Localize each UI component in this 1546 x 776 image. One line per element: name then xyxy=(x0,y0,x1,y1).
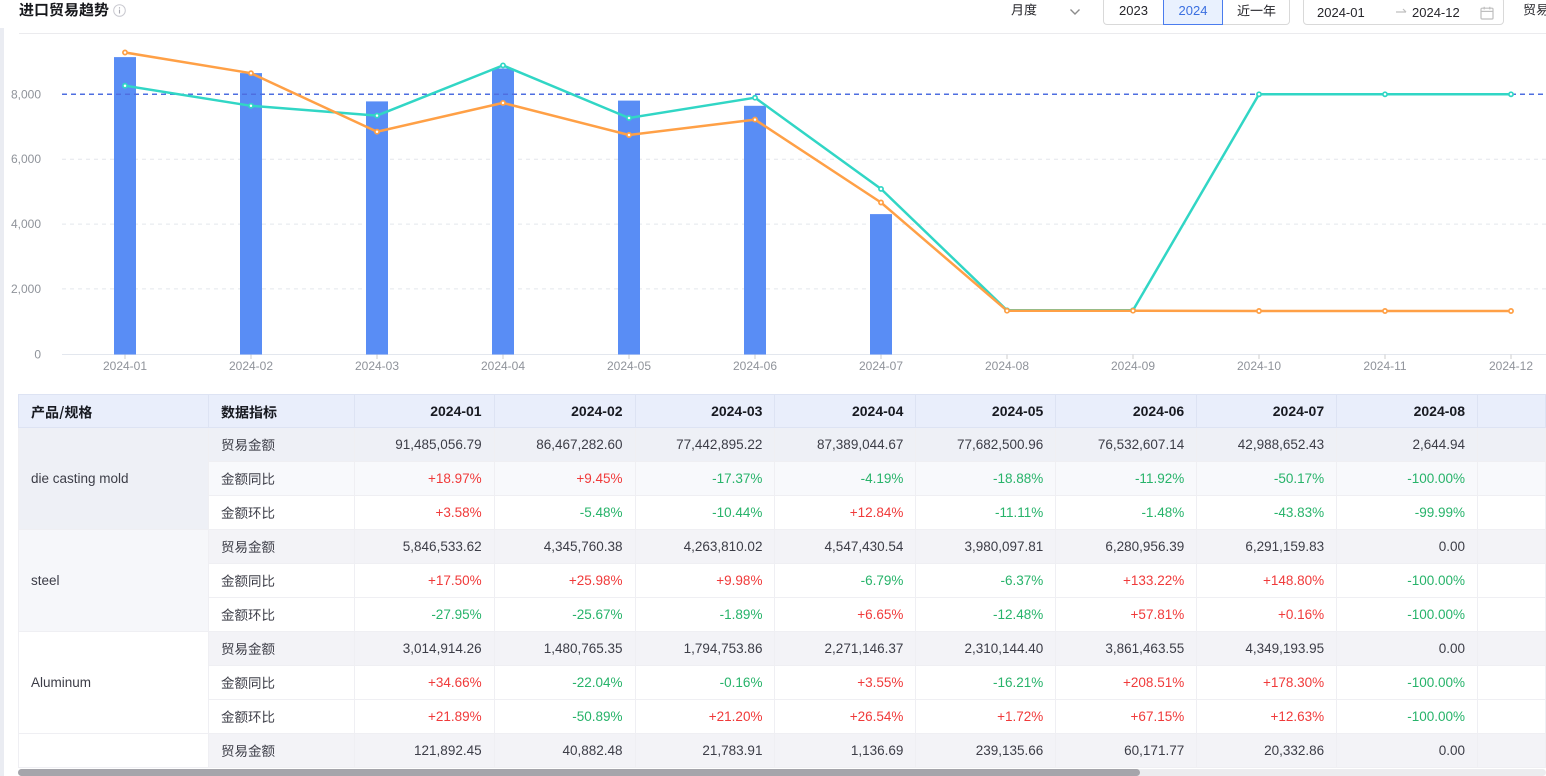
svg-text:8,000: 8,000 xyxy=(11,87,41,101)
svg-text:2024-12: 2024-12 xyxy=(1489,359,1533,373)
svg-text:4,000: 4,000 xyxy=(11,217,41,231)
svg-text:2024-02: 2024-02 xyxy=(229,359,273,373)
svg-text:0: 0 xyxy=(34,348,41,362)
svg-text:2024-05: 2024-05 xyxy=(607,359,651,373)
svg-text:6,000: 6,000 xyxy=(11,152,41,166)
svg-text:2024-03: 2024-03 xyxy=(355,359,399,373)
svg-text:2024-01: 2024-01 xyxy=(103,359,147,373)
svg-text:2024-07: 2024-07 xyxy=(859,359,903,373)
svg-text:2024-11: 2024-11 xyxy=(1363,359,1406,373)
svg-text:2024-10: 2024-10 xyxy=(1237,359,1281,373)
svg-text:2024-09: 2024-09 xyxy=(1111,359,1155,373)
svg-text:2,000: 2,000 xyxy=(11,282,41,296)
svg-text:2024-08: 2024-08 xyxy=(985,359,1029,373)
svg-text:2024-04: 2024-04 xyxy=(481,359,525,373)
svg-text:2024-06: 2024-06 xyxy=(733,359,777,373)
